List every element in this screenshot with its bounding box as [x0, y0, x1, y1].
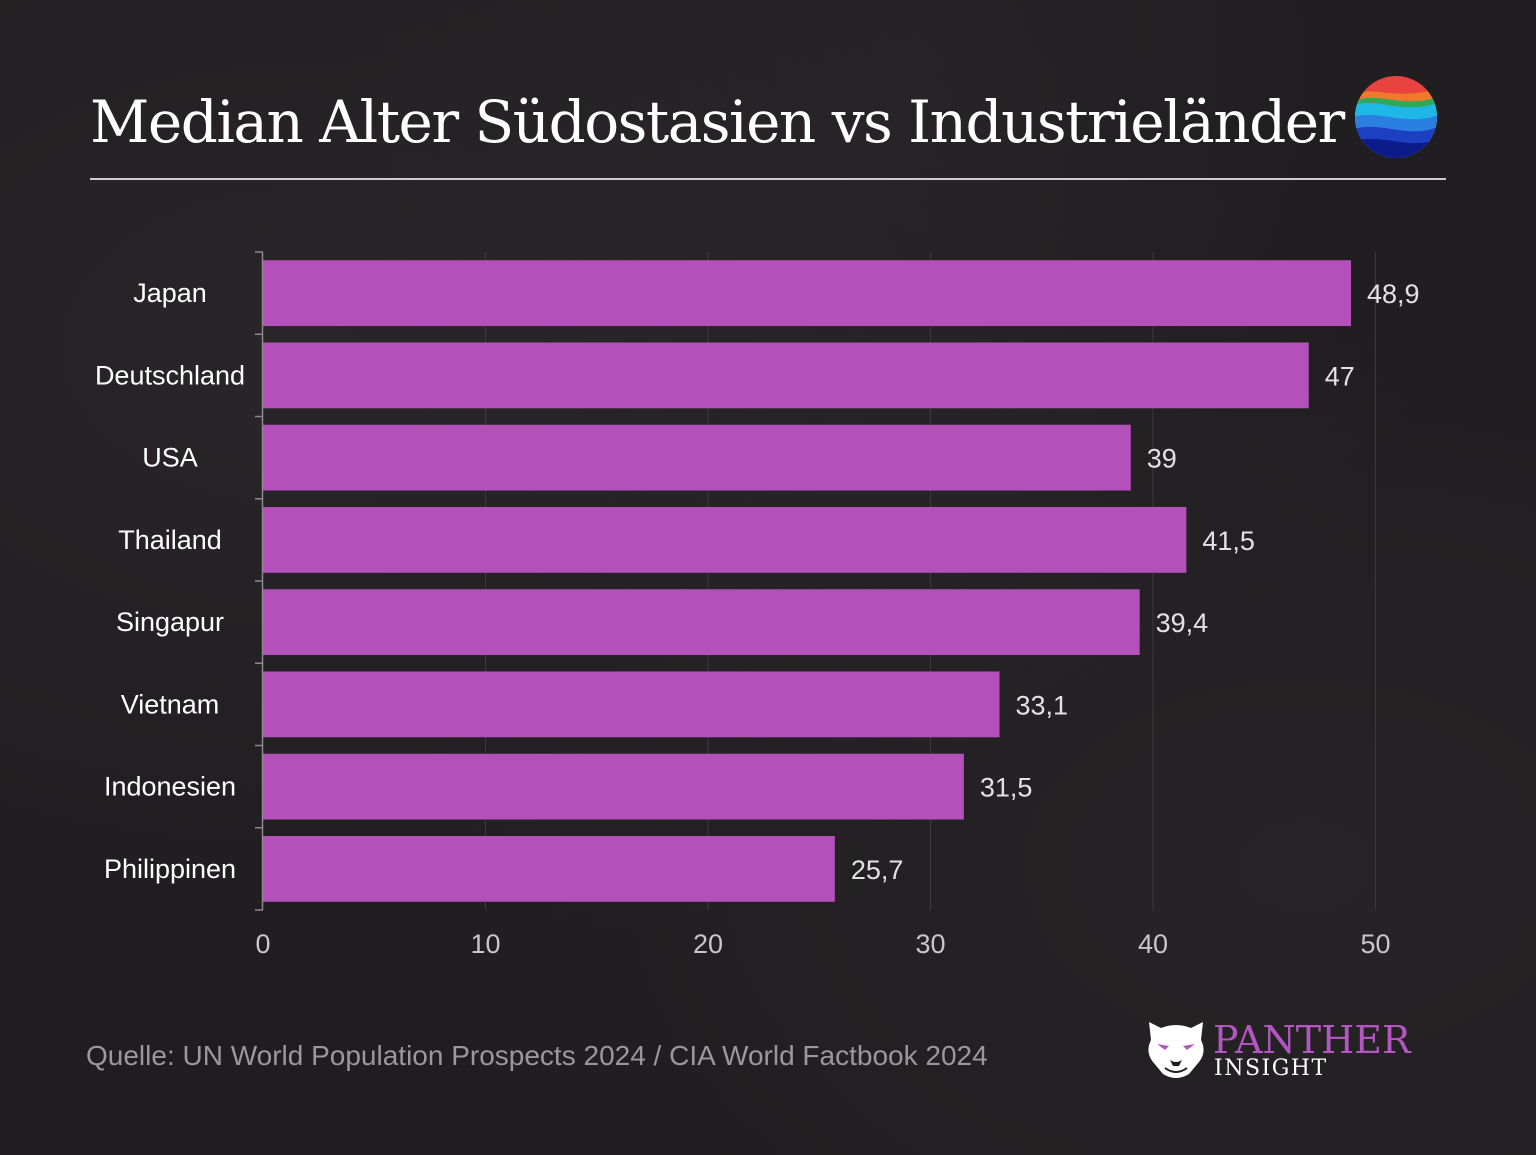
value-label: 39,4	[1156, 608, 1209, 638]
value-label: 41,5	[1202, 526, 1255, 556]
bar	[263, 589, 1140, 656]
category-label: Singapur	[116, 607, 224, 637]
y-axis	[255, 251, 264, 911]
value-label: 39	[1147, 444, 1177, 474]
x-tick-label: 10	[470, 929, 500, 959]
panther-head-icon	[1148, 1022, 1204, 1078]
logo-brand-text: PANTHER	[1213, 1018, 1411, 1062]
brand-logo: PANTHER INSIGHT	[1143, 1018, 1443, 1084]
category-label: Japan	[133, 278, 207, 308]
value-label: 33,1	[1015, 690, 1068, 720]
page-title: Median Alter Südostasien vs Industrielän…	[90, 88, 1345, 156]
category-labels: Japan Deutschland USA Thailand Singapur Vietn…	[95, 278, 245, 884]
bar	[263, 506, 1187, 573]
category-label: Thailand	[118, 525, 222, 555]
x-tick-label: 50	[1360, 929, 1390, 959]
title-divider	[90, 178, 1446, 180]
x-tick-label: 40	[1138, 929, 1168, 959]
bar	[263, 260, 1352, 327]
bars	[263, 260, 1352, 902]
category-label: Vietnam	[121, 689, 220, 719]
x-tick-labels: 0 10 20 30 40 50	[255, 929, 1390, 959]
value-label: 31,5	[980, 773, 1033, 803]
value-label: 25,7	[851, 855, 904, 885]
bar-chart: Japan Deutschland USA Thailand Singapur Vietn…	[95, 251, 1420, 959]
bar	[263, 342, 1309, 409]
bar	[263, 835, 835, 902]
x-tick-label: 0	[255, 929, 270, 959]
bar	[263, 753, 964, 820]
value-labels: 48,9 47 39 41,5 39,4 33,1 31,5 25,7	[851, 279, 1420, 885]
bar	[263, 424, 1131, 491]
source-note: Quelle: UN World Population Prospects 20…	[86, 1040, 988, 1071]
value-label: 48,9	[1367, 279, 1420, 309]
x-tick-label: 20	[693, 929, 723, 959]
logo-sub-text: INSIGHT	[1214, 1056, 1328, 1081]
globe-waves-icon	[1355, 76, 1437, 158]
category-label: USA	[142, 443, 198, 473]
bar	[263, 671, 1000, 738]
category-label: Deutschland	[95, 360, 245, 390]
x-tick-label: 30	[915, 929, 945, 959]
category-label: Indonesien	[104, 772, 236, 802]
category-label: Philippinen	[104, 854, 236, 884]
value-label: 47	[1325, 361, 1355, 391]
